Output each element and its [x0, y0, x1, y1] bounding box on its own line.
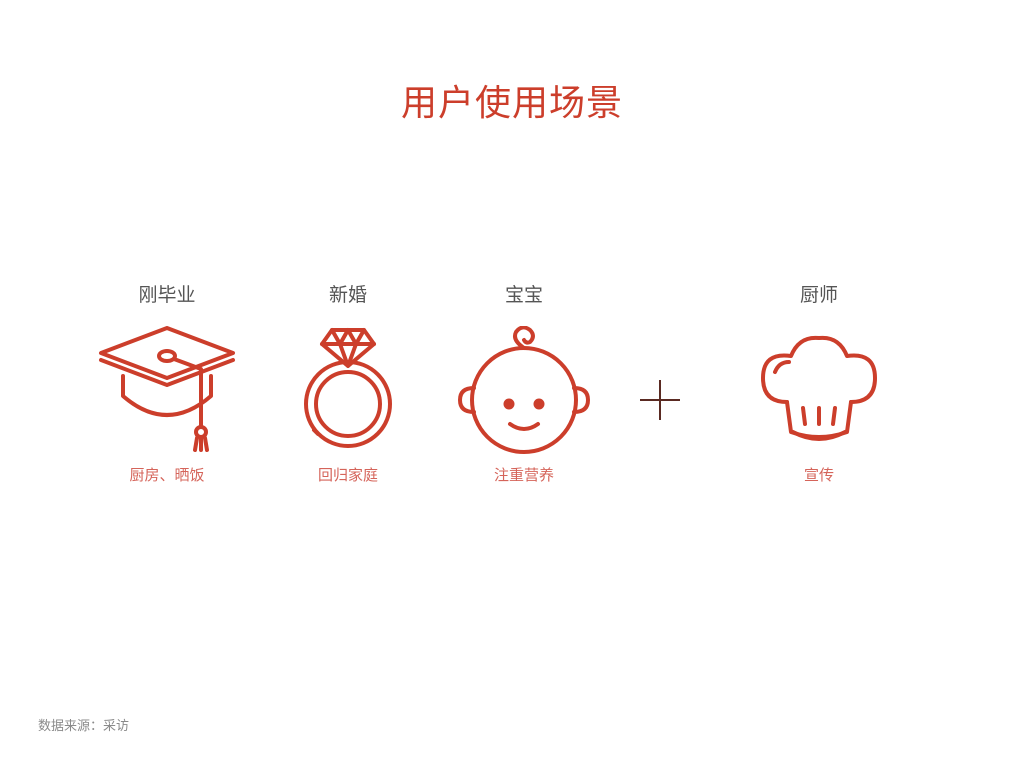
scenario-baby: 宝宝 注重营养	[434, 280, 614, 486]
scenario-label: 厨师	[799, 284, 838, 306]
scenario-caption: 注重营养	[493, 466, 554, 484]
baby-face-icon	[458, 326, 590, 454]
plus-icon	[640, 380, 680, 420]
scenario-caption: 厨房、晒饭	[129, 466, 205, 484]
scenario-caption: 回归家庭	[317, 466, 378, 484]
diamond-ring-icon	[304, 328, 392, 448]
data-source-note: 数据来源：采访	[38, 719, 130, 734]
page-title: 用户使用场景	[400, 83, 623, 124]
scenario-label: 刚毕业	[138, 284, 196, 306]
scenario-label: 新婚	[328, 284, 367, 306]
scenario-label: 宝宝	[504, 284, 543, 306]
chef-hat-icon	[761, 335, 877, 441]
scenario-graduate: 刚毕业 厨房、晒饭	[77, 280, 257, 486]
graduation-cap-icon	[99, 326, 235, 452]
scenario-chef: 厨师 宣传	[729, 280, 909, 486]
scenario-caption: 宣传	[803, 466, 834, 484]
scenario-newlywed: 新婚 回归家庭	[258, 280, 438, 486]
